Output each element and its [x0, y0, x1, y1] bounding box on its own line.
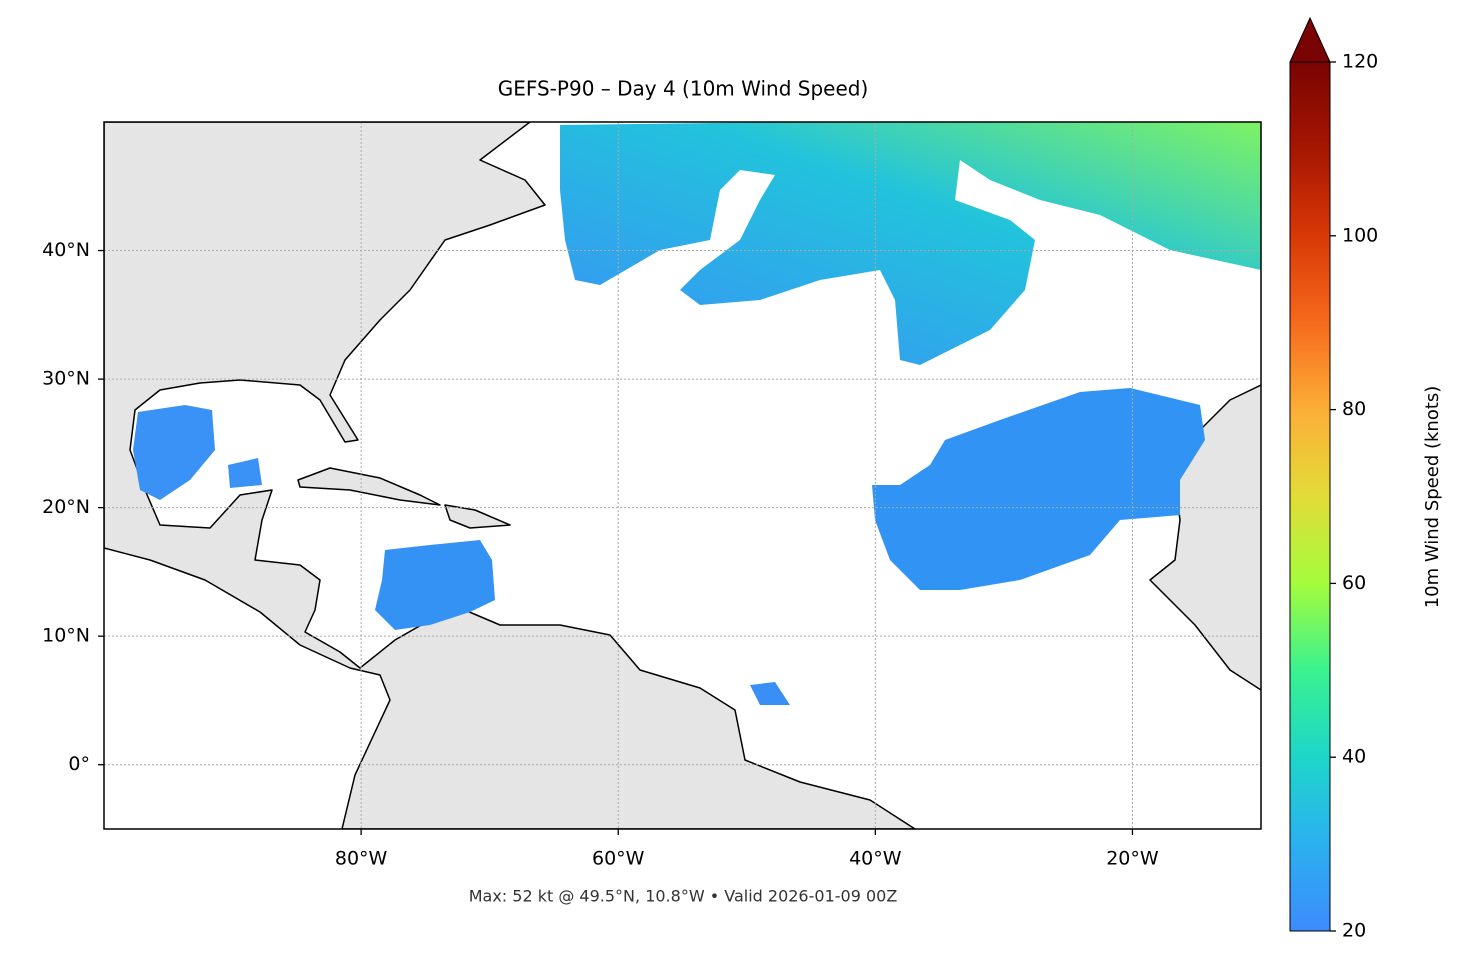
footer-note: Max: 52 kt @ 49.5°N, 10.8°W • Valid 2026…: [469, 887, 898, 906]
x-tick-label: 40°W: [849, 848, 902, 870]
wind-patch: [375, 540, 495, 630]
colorbar-tick-label: 100: [1342, 224, 1378, 246]
colorbar-tick-label: 60: [1342, 572, 1366, 594]
wind-patch: [133, 405, 215, 500]
colorbar-tick-label: 40: [1342, 746, 1366, 768]
y-tick-label: 10°N: [42, 625, 90, 647]
x-tick-label: 20°W: [1106, 848, 1159, 870]
colorbar-tick-label: 80: [1342, 398, 1366, 420]
wind-field: [133, 122, 1261, 705]
y-tick-label: 0°: [68, 753, 90, 775]
hispaniola: [444, 504, 511, 529]
wind-patch: [750, 682, 790, 705]
colorbar-extend: [1289, 16, 1331, 63]
colorbar-tick-label: 120: [1342, 51, 1378, 73]
wind-patch: [228, 458, 262, 488]
x-tick-label: 80°W: [335, 848, 388, 870]
map-area: [104, 122, 1261, 829]
y-tick-label: 20°N: [42, 496, 90, 518]
colorbar-label: 10m Wind Speed (knots): [1422, 386, 1443, 609]
colorbar-tick-label: 20: [1342, 920, 1366, 942]
colorbar: [1289, 61, 1331, 932]
map-frame: [103, 121, 1262, 830]
map-title: GEFS-P90 – Day 4 (10m Wind Speed): [498, 77, 869, 101]
cuba: [297, 467, 441, 506]
x-tick-label: 60°W: [592, 848, 645, 870]
wind-patch: [872, 388, 1205, 590]
y-tick-label: 40°N: [42, 239, 90, 261]
y-tick-label: 30°N: [42, 368, 90, 390]
wind-patch: [560, 122, 1261, 365]
americas: [104, 122, 916, 829]
